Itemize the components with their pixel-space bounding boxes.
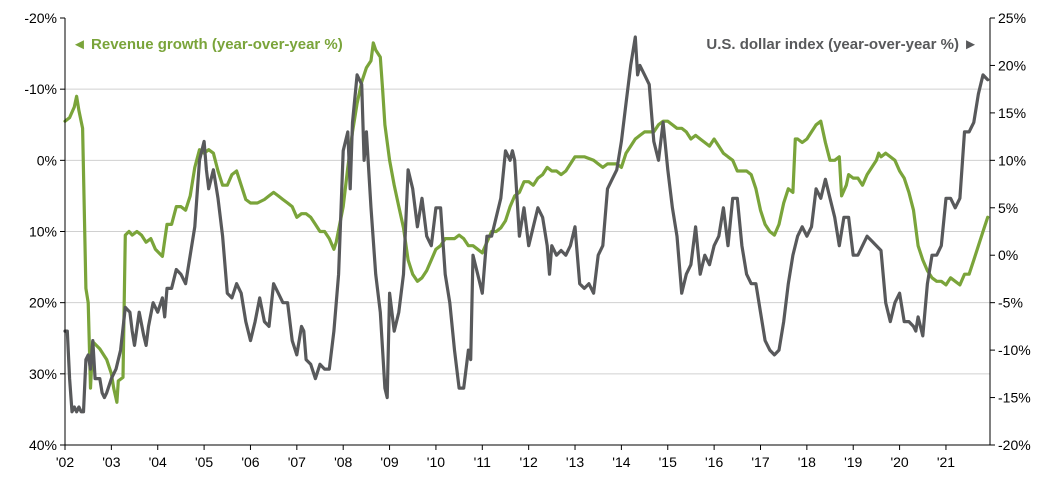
right-tick-label: 20% (998, 57, 1026, 73)
x-tick-label: '09 (380, 454, 398, 470)
series-lines (63, 35, 990, 414)
legend-dollar-index: U.S. dollar index (year-over-year %) ► (706, 36, 978, 53)
legend-revenue-growth: ◄ Revenue growth (year-over-year %) (72, 36, 343, 53)
x-tick-label: '07 (288, 454, 306, 470)
x-tick-label: '21 (937, 454, 955, 470)
right-axis: -20% -15% -10% -5% 0% 5% 10% 15% 20% 25% (990, 10, 1031, 453)
left-tick-label: -10% (24, 81, 57, 97)
right-tick-label: 0% (998, 247, 1018, 263)
x-tick-label: '04 (149, 454, 167, 470)
x-tick-label: '05 (195, 454, 213, 470)
right-tick-label: 25% (998, 10, 1026, 26)
right-tick-label: 10% (998, 152, 1026, 168)
left-tick-label: 30% (29, 366, 57, 382)
x-tick-label: '17 (751, 454, 769, 470)
left-tick-label: 20% (29, 295, 57, 311)
x-tick-label: '08 (334, 454, 352, 470)
right-tick-label: 5% (998, 200, 1018, 216)
left-tick-label: 0% (37, 152, 57, 168)
x-tick-label: '12 (520, 454, 538, 470)
right-tick-label: -15% (998, 390, 1031, 406)
x-tick-label: '14 (612, 454, 630, 470)
x-tick-label: '11 (474, 454, 491, 470)
x-tick-label: '10 (427, 454, 445, 470)
x-axis: '02 '03 '04 '05 '06 '07 '08 '09 '10 '11 '12 '13 '14 '… (56, 445, 955, 470)
left-tick-label: 40% (29, 437, 57, 453)
x-tick-label: '02 (56, 454, 74, 470)
right-tick-label: 15% (998, 105, 1026, 121)
x-tick-label: '19 (844, 454, 862, 470)
x-tick-label: '16 (705, 454, 723, 470)
right-tick-label: -20% (998, 437, 1031, 453)
left-tick-label: -20% (24, 10, 57, 26)
left-axis: -20% -10% 0% 10% 20% 30% 40% (24, 10, 65, 453)
x-tick-label: '13 (566, 454, 584, 470)
right-tick-label: -10% (998, 342, 1031, 358)
left-tick-label: 10% (29, 224, 57, 240)
series-dollar-index (63, 35, 990, 414)
x-tick-label: '15 (659, 454, 677, 470)
x-tick-label: '06 (241, 454, 259, 470)
x-tick-label: '20 (890, 454, 908, 470)
right-tick-label: -5% (998, 295, 1023, 311)
x-tick-label: '18 (798, 454, 816, 470)
x-tick-label: '03 (102, 454, 120, 470)
